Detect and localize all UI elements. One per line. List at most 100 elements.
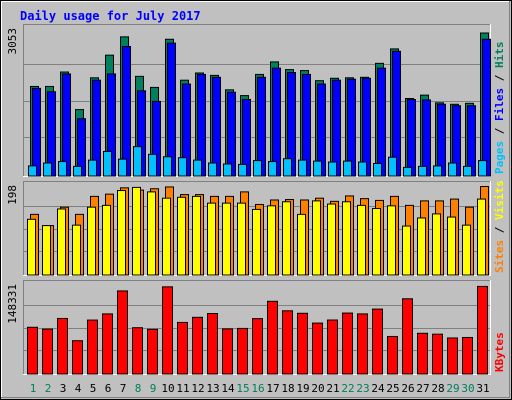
kbytes-bar (72, 340, 83, 375)
files-bar (227, 91, 236, 177)
files-bar (422, 99, 431, 177)
kbytes-bar (192, 316, 203, 375)
kbytes-bar (417, 332, 428, 375)
kbytes-bar (147, 328, 158, 375)
day-label-3: 3 (60, 382, 67, 395)
pages-bar (343, 160, 352, 177)
pages-bar (298, 159, 307, 177)
pages-bar (433, 165, 442, 177)
pages-bar (178, 157, 187, 177)
panel-kbytes: 148331 KBytes (6, 280, 506, 375)
panel-sites-visits: 198 Sites / Visits (6, 180, 506, 276)
day-label-24: 24 (371, 382, 385, 395)
visits-bar (342, 201, 351, 276)
visits-bar (312, 200, 321, 276)
pages-bar (313, 160, 322, 177)
kbytes-bar (387, 335, 398, 375)
visits-bar (147, 191, 156, 276)
panel-pages-files-hits: 3053 Pages / Files / Hits (6, 24, 506, 177)
day-label-20: 20 (311, 382, 324, 395)
day-label-16: 16 (251, 382, 264, 395)
pages-bar (328, 161, 337, 177)
pages-bar (118, 158, 127, 177)
visits-bar (132, 186, 141, 276)
panel-sites-visits-legend: Sites / Visits (493, 180, 506, 273)
day-label-28: 28 (431, 382, 444, 395)
day-label-26: 26 (401, 382, 414, 395)
visits-bar (237, 202, 246, 276)
visits-bar (72, 224, 81, 276)
visits-bar (462, 224, 471, 276)
pages-bar (88, 159, 97, 177)
files-bar (212, 76, 221, 177)
files-bar (482, 38, 491, 177)
visits-bar (357, 204, 366, 276)
kbytes-bar (372, 308, 383, 375)
panel-pages-files-hits-max-label: 3053 (6, 28, 19, 55)
pages-bar (463, 165, 472, 177)
pages-bar (28, 165, 37, 177)
visits-bar (87, 206, 96, 276)
files-bar (437, 103, 446, 177)
visits-bar (207, 202, 216, 276)
day-label-19: 19 (296, 382, 309, 395)
day-label-6: 6 (105, 382, 112, 395)
day-label-22: 22 (341, 382, 354, 395)
kbytes-bar (342, 312, 353, 375)
kbytes-bar (282, 310, 293, 375)
visits-bar (387, 205, 396, 276)
pages-bar (133, 146, 142, 177)
panel-pages-files-hits-legend: Pages / Files / Hits (493, 42, 506, 175)
day-label-18: 18 (281, 382, 294, 395)
day-label-7: 7 (120, 382, 127, 395)
pages-bar (403, 166, 412, 177)
day-label-21: 21 (326, 382, 339, 395)
pages-bar (58, 161, 67, 177)
kbytes-bar (267, 300, 278, 375)
visits-bar (42, 225, 51, 276)
pages-bar (43, 162, 52, 177)
day-label-8: 8 (135, 382, 142, 395)
visits-bar (57, 208, 66, 276)
panel-kbytes-legend-kbytes: KBytes (493, 332, 506, 372)
visits-bar (252, 208, 261, 276)
pages-bar (373, 162, 382, 177)
day-label-1: 1 (30, 382, 37, 395)
pages-bar (103, 150, 112, 177)
kbytes-bar (402, 298, 413, 375)
kbytes-bar (222, 328, 233, 375)
kbytes-bar (357, 313, 368, 375)
files-bar (467, 105, 476, 177)
pages-bar (448, 162, 457, 177)
pages-bar (283, 158, 292, 177)
panel-pages-files-hits-legend-separator: / (493, 68, 506, 88)
panel-pages-files-hits-legend-separator: / (493, 121, 506, 141)
visits-bar (282, 201, 291, 276)
kbytes-bar (162, 286, 173, 375)
files-bar (272, 67, 281, 177)
panel-kbytes-legend: KBytes (493, 332, 506, 372)
day-label-14: 14 (221, 382, 235, 395)
chart-title: Daily usage for July 2017 (20, 9, 201, 23)
pages-bar (148, 153, 157, 177)
panel-sites-visits-legend-visits: Visits (493, 180, 506, 220)
kbytes-bar (432, 333, 443, 375)
pages-bar (358, 161, 367, 177)
pages-bar (388, 156, 397, 177)
day-label-4: 4 (75, 382, 82, 395)
visits-bar (267, 205, 276, 276)
pages-bar (73, 165, 82, 177)
kbytes-bar (42, 328, 53, 375)
files-bar (32, 87, 41, 177)
panel-sites-visits-legend-separator: / (493, 220, 506, 240)
files-bar (362, 77, 371, 177)
day-label-11: 11 (176, 382, 189, 395)
visits-bar (327, 203, 336, 276)
kbytes-bar (117, 290, 128, 375)
visits-bar (447, 216, 456, 276)
pages-bar (208, 162, 217, 177)
panel-sites-visits-max-label: 198 (6, 185, 19, 205)
pages-bar (253, 160, 262, 177)
kbytes-bar (27, 326, 38, 375)
